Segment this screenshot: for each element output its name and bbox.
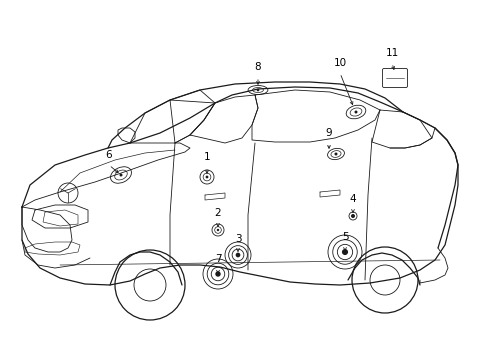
Circle shape: [120, 174, 122, 176]
Text: 6: 6: [106, 150, 112, 160]
Circle shape: [335, 153, 338, 156]
Text: 8: 8: [255, 62, 261, 72]
Circle shape: [215, 271, 221, 277]
Text: 11: 11: [385, 48, 399, 58]
Text: 10: 10: [333, 58, 346, 68]
Text: 4: 4: [350, 194, 356, 204]
Circle shape: [354, 111, 358, 113]
Text: 3: 3: [235, 234, 241, 244]
Text: 1: 1: [204, 152, 210, 162]
Text: 7: 7: [215, 254, 221, 264]
Circle shape: [351, 214, 355, 218]
Circle shape: [342, 249, 348, 255]
Text: 2: 2: [215, 208, 221, 218]
Circle shape: [257, 89, 259, 91]
Text: 5: 5: [342, 232, 348, 242]
Text: 9: 9: [326, 128, 332, 138]
Circle shape: [206, 176, 208, 179]
Circle shape: [217, 229, 219, 231]
Circle shape: [236, 253, 240, 257]
